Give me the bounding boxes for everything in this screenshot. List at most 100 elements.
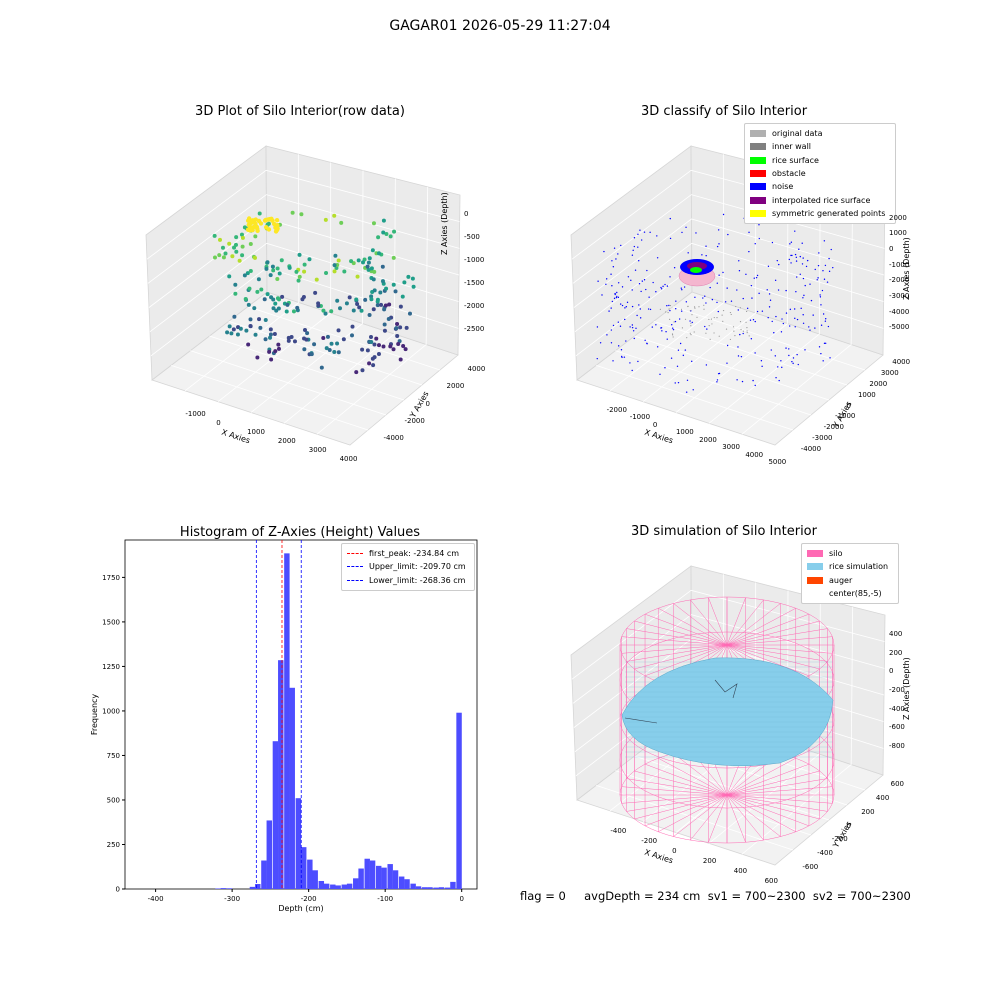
- data-point: [652, 281, 654, 284]
- data-point: [802, 297, 804, 299]
- data-point: [659, 308, 661, 310]
- data-point: [739, 307, 741, 309]
- histogram-bar: [404, 879, 410, 889]
- histogram-bar: [346, 883, 353, 889]
- data-point: [251, 218, 256, 223]
- data-point: [275, 266, 280, 271]
- data-point: [615, 296, 618, 299]
- data-point: [621, 286, 624, 288]
- silo-line: [673, 603, 728, 646]
- data-point: [257, 317, 262, 322]
- data-point: [401, 343, 406, 348]
- panel1-z-tick: -1500: [464, 278, 485, 287]
- data-point: [248, 317, 253, 322]
- data-point: [832, 266, 834, 269]
- data-point: [388, 234, 393, 239]
- data-point: [394, 326, 399, 331]
- data-point: [332, 213, 337, 218]
- data-point: [380, 264, 385, 269]
- data-point: [255, 228, 260, 234]
- data-point: [672, 328, 675, 331]
- data-point: [651, 326, 654, 328]
- data-point: [354, 370, 359, 375]
- data-point: [689, 309, 691, 312]
- y-tick-label: 1500: [102, 618, 120, 626]
- data-point: [805, 265, 808, 268]
- data-point: [703, 308, 705, 310]
- data-point: [221, 255, 226, 260]
- legend-item: obstacle: [750, 167, 890, 180]
- data-point: [620, 355, 623, 358]
- y-tick-label: 1250: [102, 663, 120, 671]
- data-point: [789, 308, 792, 311]
- data-point: [395, 333, 400, 338]
- data-point: [809, 283, 811, 285]
- histogram-bar: [353, 878, 359, 889]
- data-point: [649, 308, 652, 311]
- panel2-y-tick: -2000: [823, 423, 844, 432]
- data-point: [286, 338, 291, 343]
- data-point: [371, 363, 376, 368]
- histogram-bar: [341, 884, 347, 889]
- panel1-z-tick: -500: [464, 232, 480, 241]
- data-point: [717, 229, 720, 231]
- data-point: [748, 250, 750, 253]
- data-point: [335, 298, 340, 303]
- data-point: [247, 286, 252, 291]
- data-point: [220, 245, 225, 250]
- data-point: [729, 311, 732, 314]
- legend-line: [347, 553, 363, 555]
- data-point: [255, 289, 260, 294]
- data-point: [748, 231, 750, 234]
- histogram-bar: [307, 859, 313, 889]
- data-point: [824, 320, 827, 322]
- panel4-x-tick: 400: [733, 867, 748, 875]
- legend-item: silo: [807, 547, 893, 560]
- legend-swatch: [807, 576, 823, 584]
- data-point: [632, 249, 634, 252]
- data-point: [625, 340, 627, 342]
- data-point: [666, 305, 668, 307]
- data-point: [718, 274, 720, 276]
- data-point: [404, 325, 409, 330]
- data-point: [795, 256, 798, 259]
- panel1-3d-plot: [145, 145, 461, 446]
- data-point: [263, 225, 269, 230]
- silo-line: [726, 644, 833, 654]
- data-point: [755, 276, 758, 279]
- data-point: [634, 269, 637, 271]
- data-point: [753, 277, 755, 279]
- data-point: [711, 298, 714, 301]
- data-point: [819, 294, 821, 296]
- silo-line: [690, 599, 728, 646]
- panel4-y-tick: 200: [861, 807, 875, 816]
- data-point: [277, 271, 282, 276]
- data-point: [792, 357, 795, 359]
- data-point: [365, 264, 370, 269]
- data-point: [745, 321, 747, 323]
- data-point: [246, 222, 252, 227]
- grid-line: [571, 589, 885, 680]
- silo-line: [658, 758, 728, 796]
- data-point: [608, 310, 610, 312]
- data-point: [253, 332, 258, 337]
- data-point: [742, 330, 744, 332]
- data-point: [774, 279, 777, 282]
- y-tick-label: 1000: [102, 707, 120, 715]
- data-point: [391, 255, 396, 260]
- data-point: [397, 339, 402, 344]
- data-point: [297, 274, 302, 279]
- data-point: [381, 230, 386, 235]
- data-point: [368, 335, 373, 340]
- data-point: [666, 338, 668, 340]
- data-point: [739, 321, 742, 323]
- data-point: [792, 362, 794, 365]
- data-point: [818, 252, 820, 254]
- data-point: [240, 253, 245, 258]
- data-point: [754, 352, 756, 354]
- data-point: [809, 329, 811, 331]
- histogram-bar: [421, 887, 428, 889]
- data-point: [344, 301, 349, 306]
- legend-label: rice simulation: [829, 562, 889, 572]
- data-point: [256, 218, 262, 224]
